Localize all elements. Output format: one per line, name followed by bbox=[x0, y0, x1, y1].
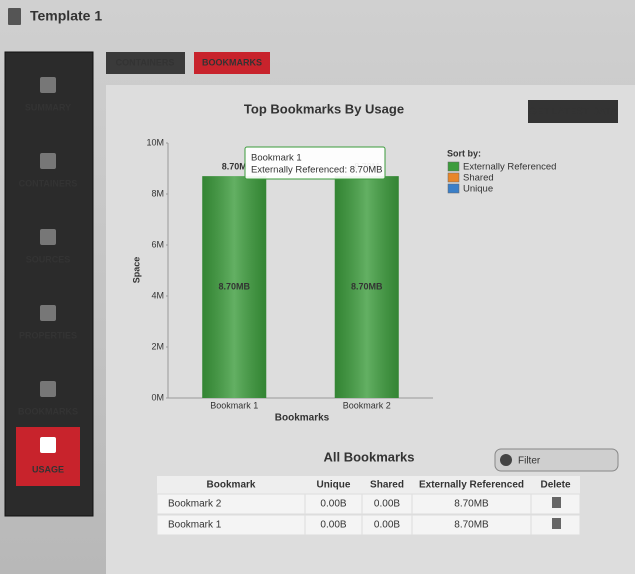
column-header: Delete bbox=[540, 480, 570, 491]
cell: 0.00B bbox=[374, 499, 400, 510]
tooltip bbox=[244, 146, 386, 180]
tooltip-text: Externally Referenced: 8.70MB bbox=[251, 165, 382, 176]
sidebar-label[interactable]: SOURCES bbox=[26, 254, 71, 264]
x-tick-label: Bookmark 1 bbox=[210, 400, 258, 410]
legend-swatch bbox=[447, 172, 460, 183]
header-title: Template 1 bbox=[30, 8, 102, 24]
sidebar-active[interactable] bbox=[16, 427, 80, 486]
cell: 8.70MB bbox=[454, 520, 489, 531]
table-row bbox=[156, 493, 581, 515]
filter-placeholder: Filter bbox=[518, 456, 541, 467]
cell: 0.00B bbox=[320, 520, 346, 531]
y-tick-label: 10M bbox=[146, 137, 164, 147]
legend-label[interactable]: Externally Referenced bbox=[463, 162, 556, 173]
delete-icon[interactable] bbox=[552, 497, 561, 508]
sidebar-icon bbox=[40, 305, 56, 321]
sidebar-icon bbox=[40, 153, 56, 169]
column-header: Externally Referenced bbox=[419, 480, 524, 491]
sidebar-icon bbox=[40, 77, 56, 93]
sidebar-label[interactable]: PROPERTIES bbox=[19, 330, 77, 340]
button-label: GET LATEST DATA bbox=[529, 107, 617, 118]
chart-title: Top Bookmarks By Usage bbox=[244, 101, 404, 116]
legend-swatch bbox=[447, 161, 460, 172]
cell: 0.00B bbox=[374, 520, 400, 531]
sidebar-label[interactable]: SUMMARY bbox=[25, 102, 71, 112]
x-tick-label: Bookmark 2 bbox=[343, 400, 391, 410]
column-header: Unique bbox=[317, 480, 351, 491]
cell: Bookmark 2 bbox=[168, 499, 222, 510]
search-icon bbox=[500, 454, 512, 466]
table-title: All Bookmarks bbox=[323, 449, 414, 464]
y-tick-label: 6M bbox=[151, 239, 164, 249]
tab-active[interactable] bbox=[194, 52, 270, 74]
sidebar-label[interactable]: CONTAINERS bbox=[19, 178, 78, 188]
legend-swatch bbox=[447, 183, 460, 194]
table-row bbox=[156, 514, 581, 536]
y-axis-label: Space bbox=[131, 257, 141, 284]
delete-icon[interactable] bbox=[552, 518, 561, 529]
bar-top-label: 8.70M bbox=[222, 162, 247, 172]
tooltip-text: Bookmark 1 bbox=[251, 153, 302, 164]
sidebar-label[interactable]: BOOKMARKS bbox=[18, 406, 78, 416]
bar-value-label: 8.70MB bbox=[218, 281, 250, 291]
filter-input[interactable] bbox=[494, 448, 619, 472]
tab-label: CONTAINERS bbox=[116, 57, 175, 67]
bar-shade bbox=[334, 176, 399, 398]
table-header bbox=[157, 476, 580, 494]
legend-label[interactable]: Unique bbox=[463, 184, 493, 195]
bar-shade bbox=[202, 176, 267, 398]
sidebar-label[interactable]: USAGE bbox=[32, 464, 64, 474]
cell: 0.00B bbox=[320, 499, 346, 510]
sidebar-icon bbox=[40, 229, 56, 245]
legend-label[interactable]: Shared bbox=[463, 173, 494, 184]
legend-title: Sort by: bbox=[447, 148, 481, 158]
y-tick-label: 0M bbox=[151, 392, 164, 402]
sidebar-icon bbox=[40, 381, 56, 397]
y-tick-label: 8M bbox=[151, 188, 164, 198]
tab[interactable] bbox=[106, 52, 185, 74]
y-tick-label: 2M bbox=[151, 341, 164, 351]
y-tick-label: 4M bbox=[151, 290, 164, 300]
cell: 8.70MB bbox=[454, 499, 489, 510]
cell: Bookmark 1 bbox=[168, 520, 222, 531]
x-axis-label: Bookmarks bbox=[275, 413, 330, 424]
doc-icon bbox=[8, 8, 21, 25]
tab-label: BOOKMARKS bbox=[202, 57, 262, 67]
column-header: Bookmark bbox=[207, 480, 256, 491]
column-header: Shared bbox=[370, 480, 404, 491]
get-data-button[interactable] bbox=[528, 100, 618, 123]
bar-value-label: 8.70MB bbox=[351, 281, 383, 291]
sidebar-icon bbox=[40, 437, 56, 453]
